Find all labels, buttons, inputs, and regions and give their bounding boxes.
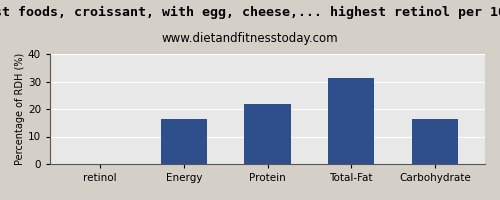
Text: Fast foods, croissant, with egg, cheese,... highest retinol per 100g: Fast foods, croissant, with egg, cheese,… (0, 6, 500, 19)
Y-axis label: Percentage of RDH (%): Percentage of RDH (%) (15, 53, 25, 165)
Bar (161, 119, 207, 164)
Bar (328, 78, 374, 164)
Bar (244, 104, 290, 164)
Bar (412, 119, 458, 164)
Text: www.dietandfitnesstoday.com: www.dietandfitnesstoday.com (162, 32, 338, 45)
